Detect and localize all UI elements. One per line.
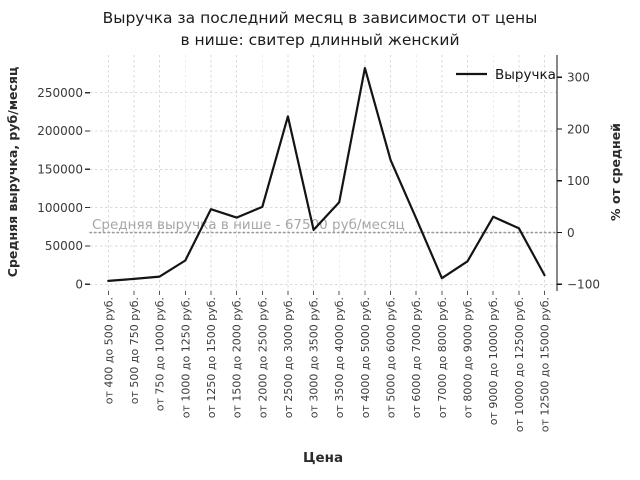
chart-title-line1: Выручка за последний месяц в зависимости… (102, 9, 538, 27)
x-axis-tick-label: от 4000 до 5000 руб. (359, 297, 372, 418)
y-axis-left-tick-label: 200000 (37, 124, 83, 138)
x-axis-tick-label: от 2500 до 3000 руб. (282, 297, 295, 418)
x-axis-tick-label: от 12500 до 15000 руб. (539, 297, 552, 432)
y-axis-right-tick-label: −100 (567, 278, 600, 292)
y-axis-right-title: % от средней (608, 123, 623, 221)
y-axis-left-tick-label: 100000 (37, 201, 83, 215)
x-axis-tick-label: от 500 до 750 руб. (128, 297, 141, 404)
x-axis-title: Цена (303, 450, 343, 466)
x-axis-tick-label: от 7000 до 8000 руб. (436, 297, 449, 418)
x-axis-tick-label: от 1500 до 2000 руб. (231, 297, 244, 418)
revenue-line (107, 66, 546, 282)
x-axis-tick-label: от 8000 до 9000 руб. (462, 297, 475, 418)
x-axis-tick-label: от 1250 до 1500 руб. (205, 297, 218, 418)
x-axis-tick-label: от 9000 до 10000 руб. (487, 297, 500, 425)
y-axis-left-tick-label: 150000 (37, 163, 83, 177)
y-axis-right-tick-label: 0 (567, 226, 575, 240)
x-axis-tick-label: от 2000 до 2500 руб. (256, 297, 269, 418)
chart-title: Выручка за последний месяц в зависимости… (0, 7, 640, 51)
y-axis-left-tick-label: 0 (75, 278, 83, 292)
y-axis-right-tick-label: 300 (567, 71, 590, 85)
x-axis-tick-label: от 750 до 1000 руб. (154, 297, 167, 411)
x-axis-tick-label: от 400 до 500 руб. (102, 297, 115, 404)
x-axis-tick-label: от 5000 до 6000 руб. (385, 297, 398, 418)
y-axis-left-title: Средняя выручка, руб/месяц (5, 67, 20, 277)
y-axis-right-tick-label: 100 (567, 174, 590, 188)
legend-label: Выручка (495, 67, 556, 83)
y-axis-left-tick-label: 50000 (45, 239, 83, 253)
chart-title-line2: в нише: свитер длинный женский (180, 31, 460, 49)
x-axis-tick-label: от 3000 до 3500 руб. (308, 297, 321, 418)
y-axis-left-tick-label: 250000 (37, 86, 83, 100)
x-axis-tick-label: от 1000 до 1250 руб. (179, 297, 192, 418)
average-revenue-annotation: Средняя выручка в нише - 67500 руб/месяц (92, 217, 405, 233)
x-axis-tick-label: от 3500 до 4000 руб. (333, 297, 346, 418)
y-axis-right-tick-label: 200 (567, 122, 590, 136)
x-axis-tick-label: от 10000 до 12500 руб. (513, 297, 526, 432)
x-axis-tick-label: от 6000 до 7000 руб. (410, 297, 423, 418)
